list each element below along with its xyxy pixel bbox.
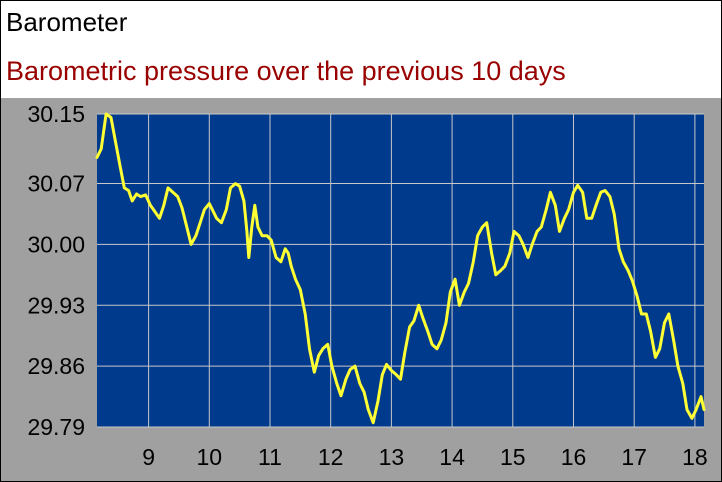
pressure-chart: 29.79 29.86 29.93 30.00 30.07 30.15 9 10 11 12 13… bbox=[27, 101, 707, 470]
series-layer bbox=[95, 112, 706, 425]
x-tick-label: 17 bbox=[621, 444, 647, 470]
grid-lines bbox=[97, 113, 704, 428]
y-tick-labels: 29.79 29.86 29.93 30.00 30.07 30.15 bbox=[27, 101, 85, 440]
y-tick-label: 30.07 bbox=[27, 171, 85, 197]
x-tick-label: 15 bbox=[500, 444, 526, 470]
chart-area: 29.79 29.86 29.93 30.00 30.07 30.15 9 10 11 12 13… bbox=[1, 98, 721, 481]
x-tick-labels: 9 10 11 12 13 14 15 16 17 18 bbox=[142, 444, 707, 470]
x-tick-label: 9 bbox=[142, 444, 155, 470]
x-tick-label: 18 bbox=[682, 444, 708, 470]
x-tick-label: 10 bbox=[196, 444, 222, 470]
y-tick-label: 30.00 bbox=[27, 231, 85, 257]
window-title: Barometer bbox=[6, 7, 128, 37]
y-tick-label: 29.86 bbox=[27, 353, 85, 379]
x-tick-label: 13 bbox=[379, 444, 405, 470]
chart-subtitle: Barometric pressure over the previous 10… bbox=[6, 56, 566, 86]
y-tick-label: 29.79 bbox=[27, 414, 85, 440]
x-tick-label: 12 bbox=[318, 444, 344, 470]
x-tick-label: 14 bbox=[439, 444, 465, 470]
x-tick-label: 16 bbox=[561, 444, 587, 470]
x-tick-label: 11 bbox=[258, 444, 282, 470]
y-tick-label: 29.93 bbox=[27, 292, 85, 318]
pressure-series-line bbox=[95, 112, 706, 425]
y-tick-label: 30.15 bbox=[27, 101, 85, 127]
